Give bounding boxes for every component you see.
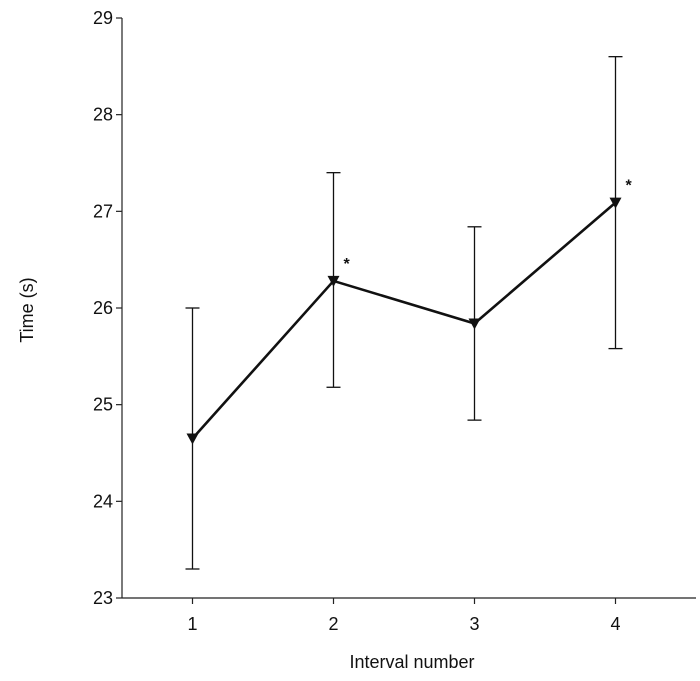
y-tick-label: 28 — [93, 105, 113, 125]
data-point — [609, 197, 622, 209]
x-axis-label: Interval number — [349, 652, 474, 672]
y-tick-label: 27 — [93, 201, 113, 221]
series-line — [191, 201, 617, 440]
y-tick-label: 26 — [93, 298, 113, 318]
x-tick-label: 4 — [610, 614, 620, 634]
y-axis-label: Time (s) — [17, 277, 37, 342]
y-tick-label: 24 — [93, 491, 113, 511]
significance-mark: * — [626, 178, 633, 195]
x-tick-label: 2 — [328, 614, 338, 634]
y-axis-ticks: 23 24 25 26 27 28 29 — [93, 8, 122, 608]
data-point — [327, 275, 340, 287]
data-point — [186, 433, 199, 445]
y-tick-label: 29 — [93, 8, 113, 28]
error-bars — [185, 56, 623, 570]
annotations: ** — [344, 178, 633, 273]
data-markers — [186, 197, 622, 445]
x-tick-label: 1 — [187, 614, 197, 634]
y-tick-label: 23 — [93, 588, 113, 608]
series-lines — [191, 201, 617, 440]
x-tick-label: 3 — [469, 614, 479, 634]
data-point — [468, 318, 481, 330]
x-axis-ticks: 1 2 3 4 — [187, 598, 621, 634]
axes — [121, 18, 696, 599]
y-tick-label: 25 — [93, 395, 113, 415]
significance-mark: * — [344, 256, 351, 273]
